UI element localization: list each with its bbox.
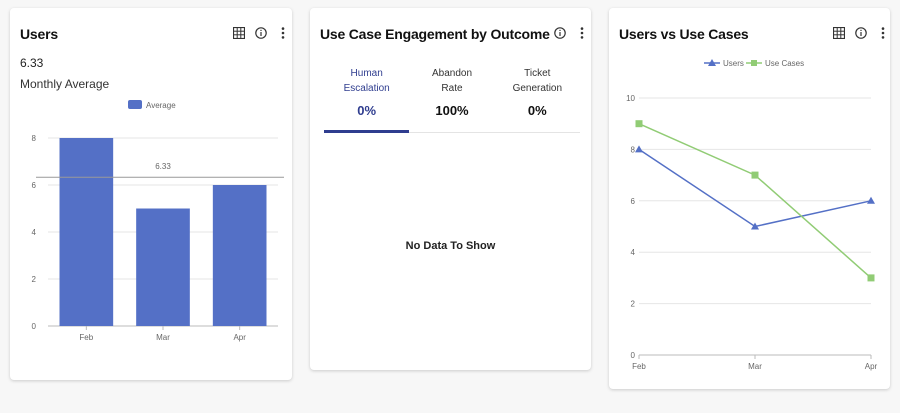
- users-vs-use-cases-chart: Users Use Cases 0 2 4 6 8 10 Feb Mar Apr: [626, 59, 878, 371]
- point-use-cases: [635, 120, 643, 128]
- y-tick-label: 2: [631, 300, 636, 309]
- point-use-cases: [867, 274, 875, 282]
- tab-label-line1: Human: [350, 68, 383, 79]
- users-card-title: Users: [20, 26, 58, 42]
- average-line-label: 6.33: [155, 162, 171, 171]
- y-tick-label: 2: [32, 275, 37, 284]
- tab-label-line1: Ticket: [524, 68, 551, 79]
- grid-icon[interactable]: [232, 26, 246, 40]
- grid-icon[interactable]: [832, 26, 846, 40]
- x-tick-label: Feb: [632, 362, 646, 371]
- point-users: [867, 196, 875, 204]
- y-tick-label: 6: [631, 197, 636, 206]
- point-users: [751, 222, 759, 230]
- x-tick-label: Mar: [748, 362, 762, 371]
- tab-label-line1: Abandon: [431, 68, 473, 79]
- tab-value: 0%: [357, 103, 377, 118]
- more-vert-icon[interactable]: [876, 26, 890, 40]
- info-icon[interactable]: [553, 26, 567, 40]
- empty-state-message: No Data To Show: [405, 240, 496, 252]
- more-vert-icon[interactable]: [276, 26, 290, 40]
- more-vert-icon[interactable]: [575, 26, 589, 40]
- line-card-actions: [832, 26, 890, 40]
- point-users: [635, 145, 643, 153]
- tab-value: 0%: [527, 103, 547, 118]
- x-tick-label: Apr: [233, 333, 246, 342]
- bar-apr: [212, 185, 267, 326]
- y-tick-label: 4: [631, 248, 636, 257]
- y-tick-label: 0: [631, 351, 636, 360]
- engagement-card: Use Case Engagement by Outcome Human Esca…: [310, 8, 591, 370]
- users-card: Users 6.33 Monthly Average Average 0 2 4 6 8 F…: [10, 8, 292, 380]
- legend-label: Average: [146, 101, 176, 110]
- chart-legend: Average: [128, 100, 176, 110]
- users-vs-use-cases-card: Users vs Use Cases Users Use Cases 0 2 4 6 8 10…: [609, 8, 890, 389]
- monthly-average-value: 6.33: [20, 56, 44, 70]
- tab-ticket-generation[interactable]: Ticket Generation 0%: [495, 58, 580, 132]
- line-card-title: Users vs Use Cases: [619, 26, 749, 42]
- engagement-card-actions: [553, 26, 589, 40]
- legend-use-cases-marker: [751, 60, 757, 66]
- point-use-cases: [751, 171, 759, 179]
- tab-human-escalation[interactable]: Human Escalation 0%: [324, 58, 410, 133]
- tab-abandon-rate[interactable]: Abandon Rate 100%: [409, 58, 494, 132]
- bar-feb: [59, 138, 114, 326]
- tab-label: Ticket Generation: [495, 66, 580, 96]
- chart-legend: Users Use Cases: [704, 59, 804, 68]
- y-tick-label: 4: [32, 228, 37, 237]
- series-line-users: [638, 148, 872, 228]
- y-tick-label: 6: [32, 181, 37, 190]
- tab-label-line2: Generation: [512, 83, 563, 94]
- x-tick-label: Apr: [865, 362, 878, 371]
- bar-mar: [136, 208, 190, 326]
- legend-swatch: [128, 100, 142, 109]
- tab-label: Human Escalation: [324, 66, 409, 96]
- x-tick-label: Feb: [79, 333, 93, 342]
- outcome-tabs: Human Escalation 0% Abandon Rate 100% Tick…: [324, 58, 580, 133]
- legend-users-marker: [708, 59, 716, 66]
- legend-use-cases-label: Use Cases: [765, 59, 804, 68]
- users-card-actions: [232, 26, 290, 40]
- tab-label: Abandon Rate: [409, 66, 494, 96]
- info-icon[interactable]: [854, 26, 868, 40]
- tab-label-line2: Escalation: [343, 83, 390, 94]
- engagement-card-title: Use Case Engagement by Outcome: [320, 26, 550, 42]
- users-bar-chart: Average 0 2 4 6 8 Feb Mar Apr 6.33: [32, 100, 284, 342]
- y-tick-label: 0: [32, 322, 37, 331]
- y-tick-label: 8: [32, 134, 37, 143]
- monthly-average-label: Monthly Average: [20, 77, 110, 91]
- y-tick-label: 10: [626, 94, 635, 103]
- y-tick-label: 8: [631, 145, 636, 154]
- tab-label-line2: Rate: [441, 83, 463, 94]
- info-icon[interactable]: [254, 26, 268, 40]
- x-tick-label: Mar: [156, 333, 170, 342]
- tab-value: 100%: [435, 103, 469, 118]
- legend-users-label: Users: [723, 59, 744, 68]
